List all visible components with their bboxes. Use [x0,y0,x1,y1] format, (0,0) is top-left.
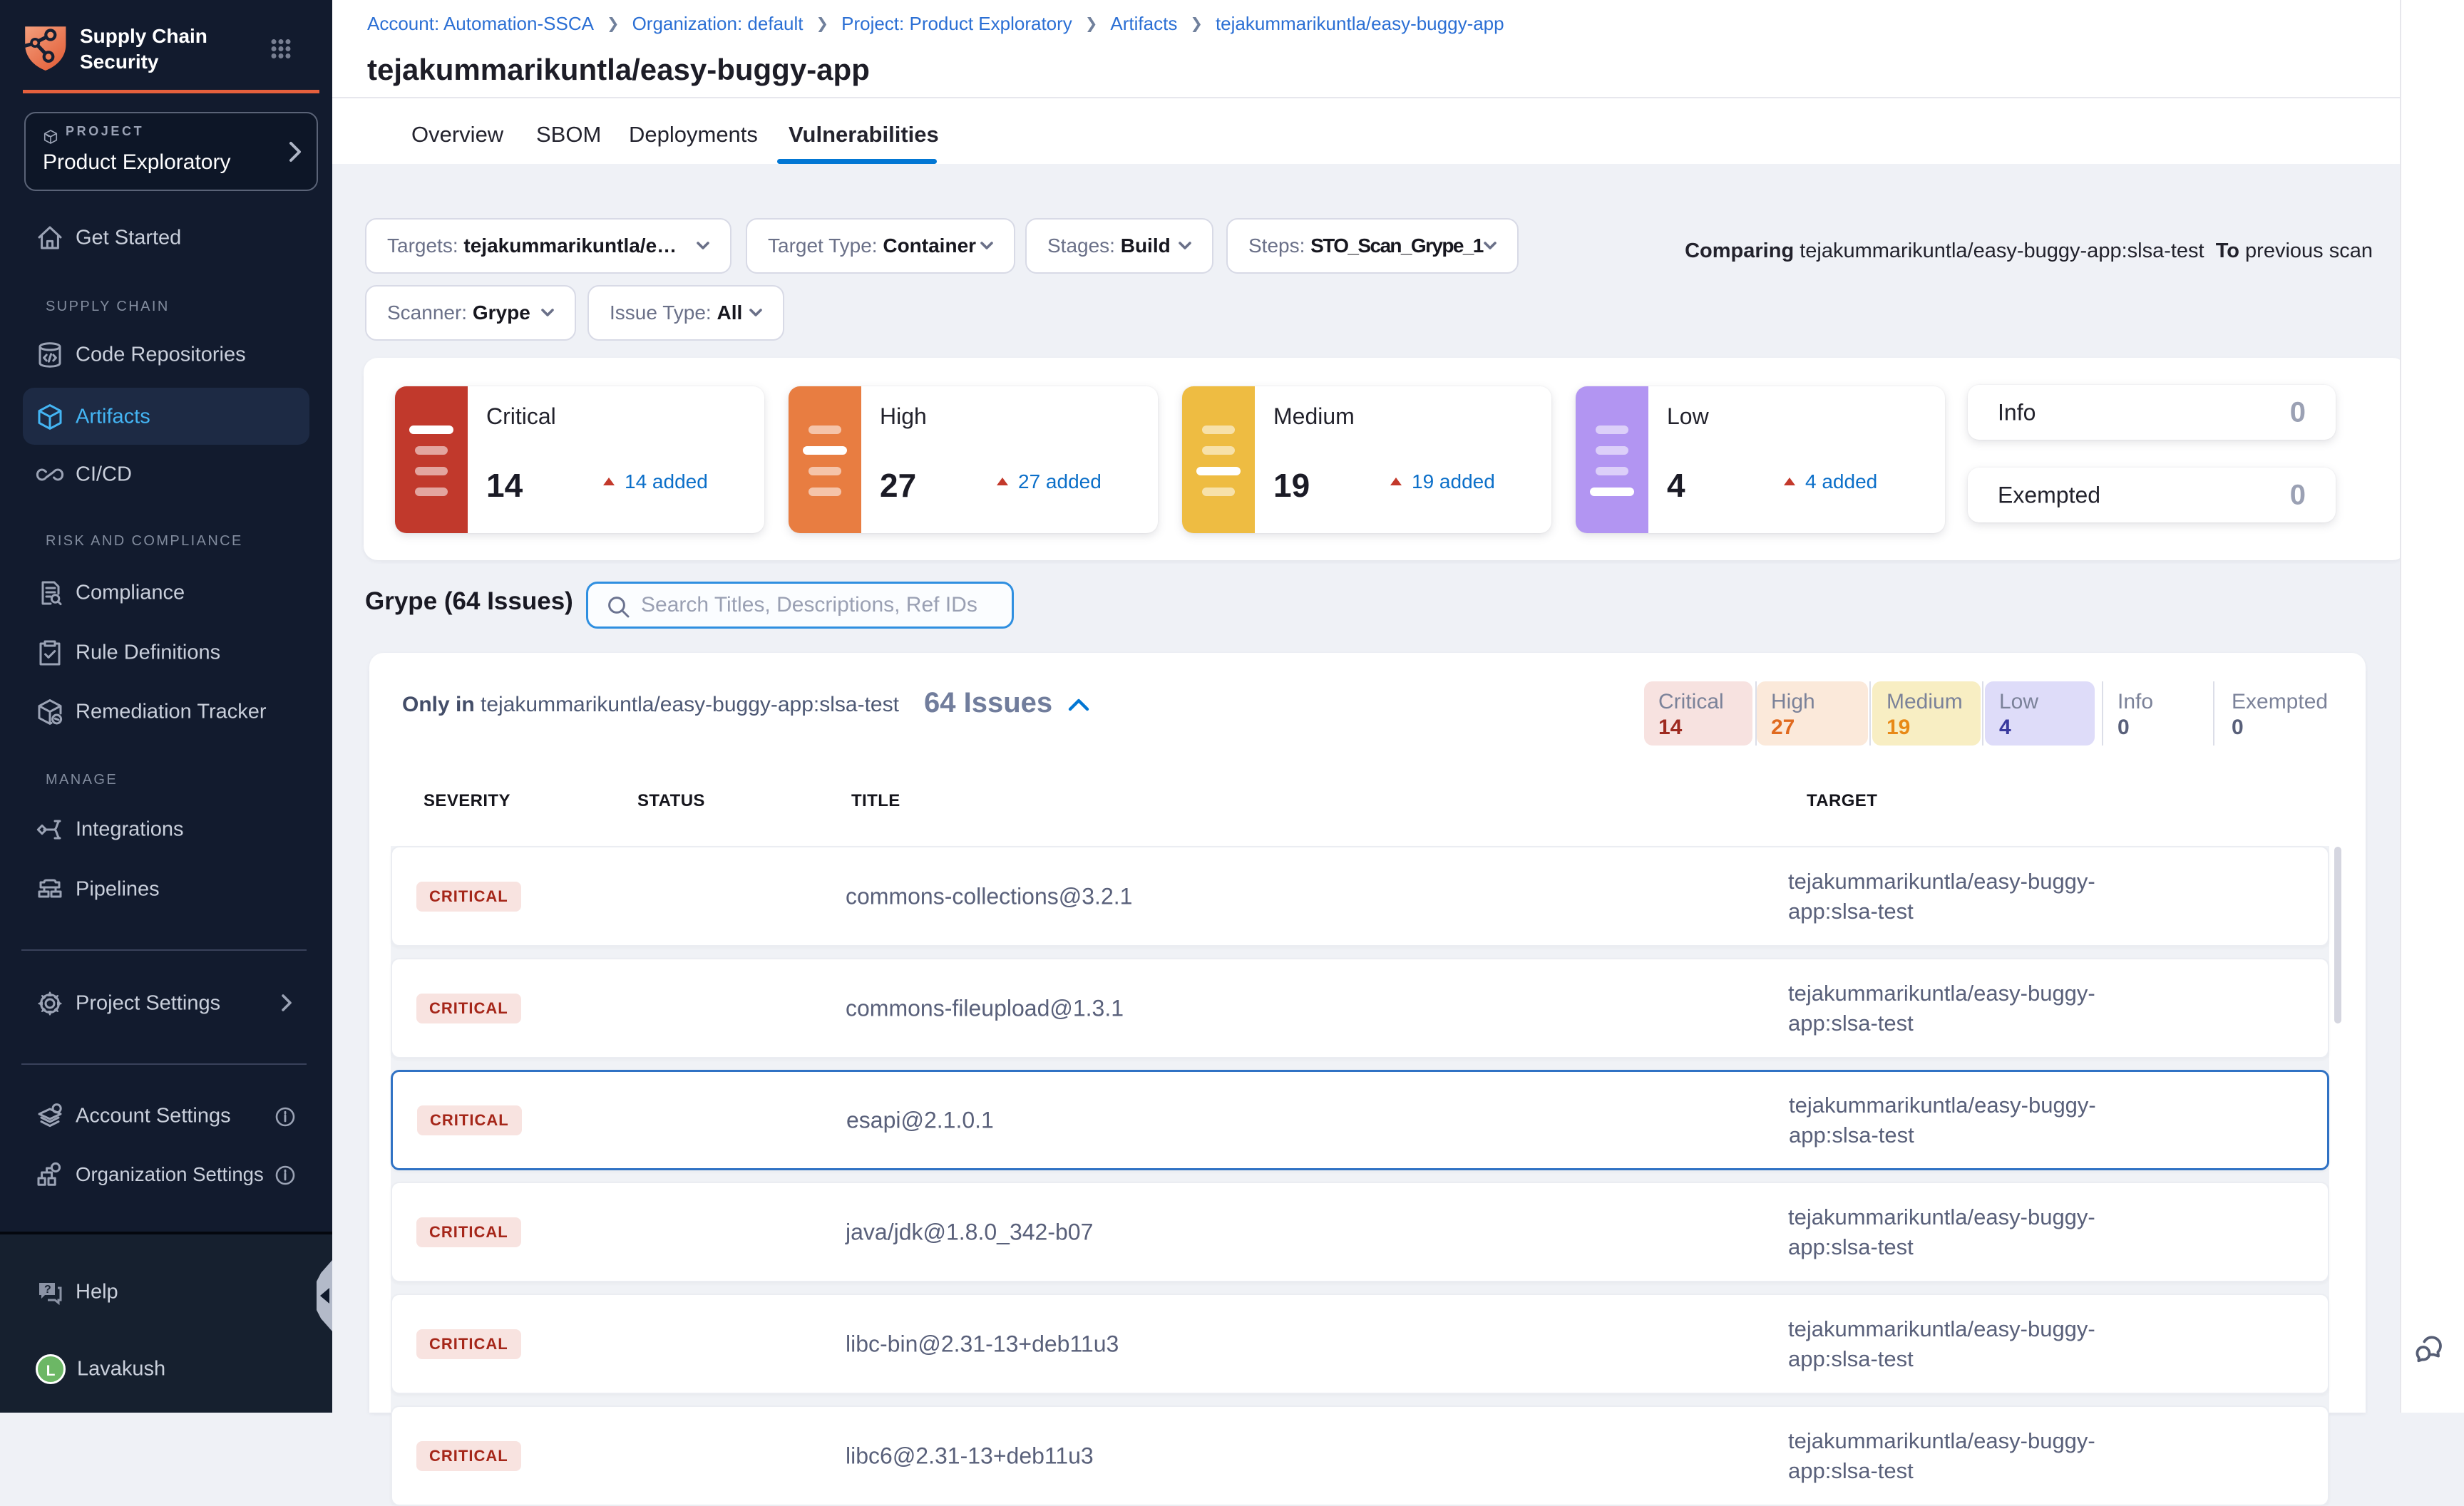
svg-text:?: ? [44,1284,51,1296]
